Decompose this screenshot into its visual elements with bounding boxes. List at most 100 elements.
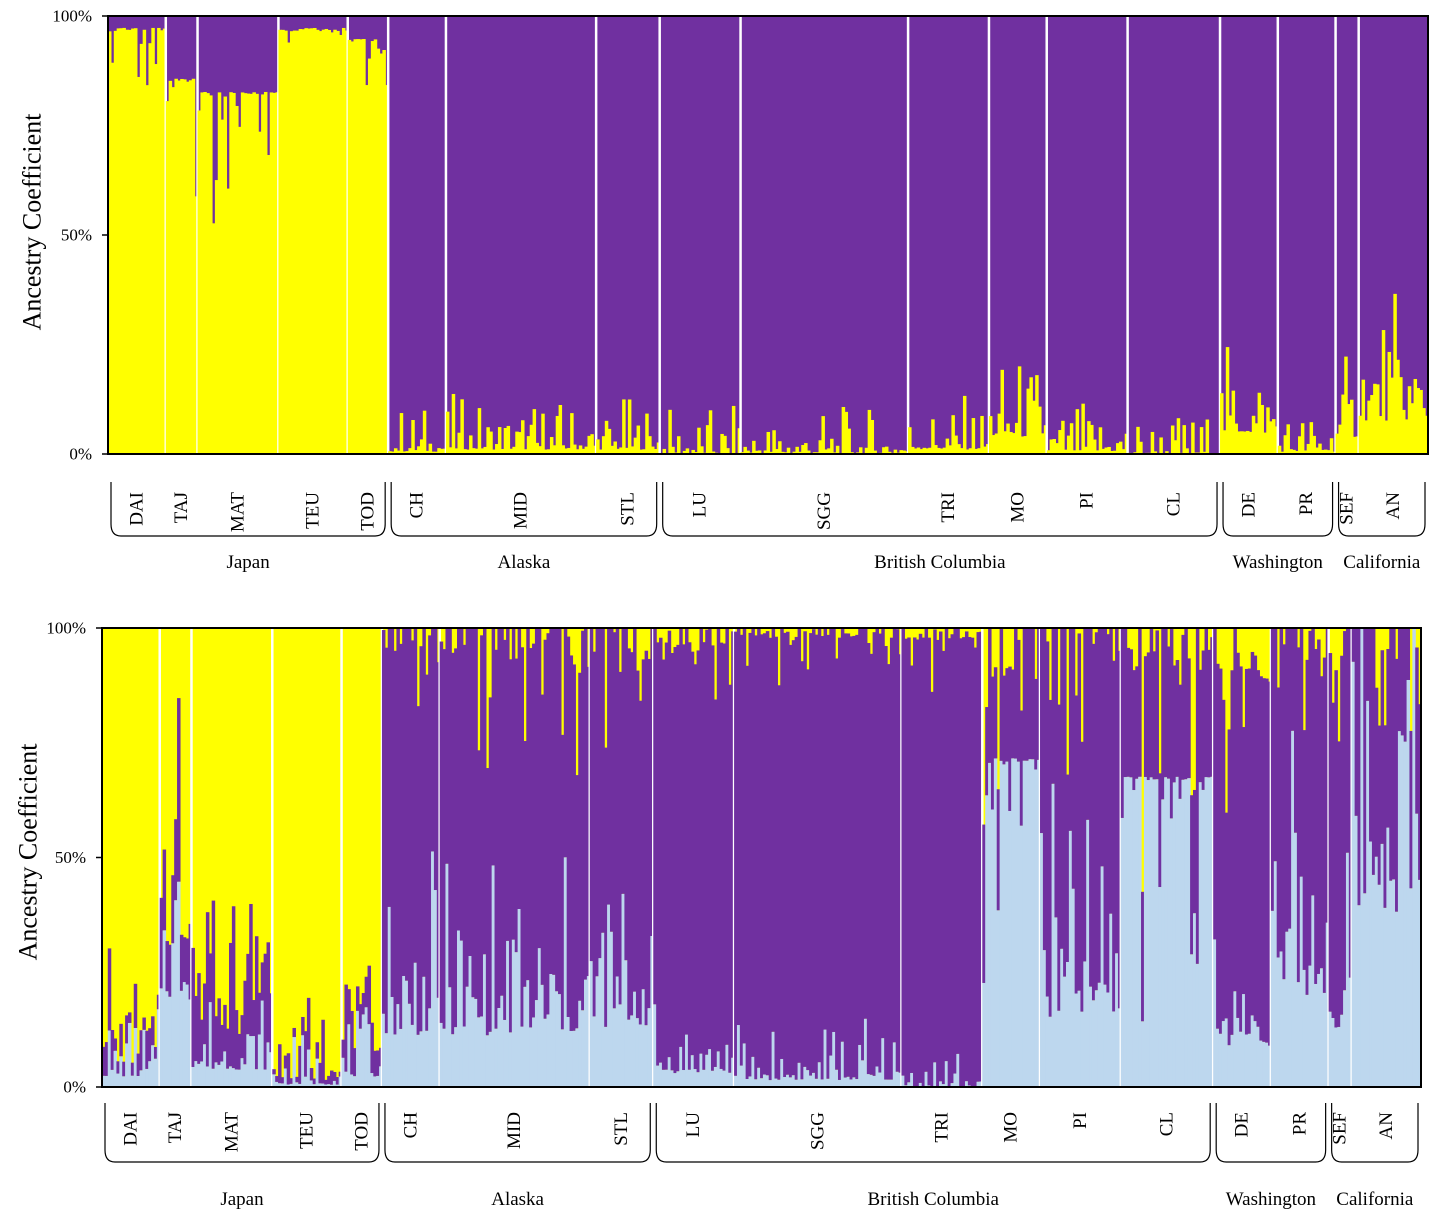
ancestry-bar bbox=[142, 1017, 146, 1030]
ancestry-bar bbox=[1383, 907, 1387, 1087]
ancestry-bar bbox=[1354, 815, 1359, 1087]
ancestry-bar bbox=[1234, 423, 1238, 454]
ancestry-bar bbox=[127, 1012, 132, 1023]
ancestry-bar bbox=[1363, 893, 1367, 1087]
ancestry-bar bbox=[809, 1075, 813, 1087]
ancestry-bar bbox=[107, 948, 112, 1031]
ancestry-bar bbox=[1159, 437, 1163, 454]
ancestry-bar bbox=[950, 634, 955, 1084]
ancestry-bar bbox=[1158, 773, 1162, 888]
ancestry-bar bbox=[1311, 628, 1315, 896]
ancestry-bar bbox=[667, 1057, 672, 1087]
ancestry-bar bbox=[1371, 874, 1376, 1087]
ancestry-bar bbox=[722, 1070, 727, 1087]
ancestry-bar bbox=[174, 819, 178, 901]
ancestry-bar bbox=[1225, 347, 1230, 454]
ancestry-bar bbox=[1175, 660, 1180, 777]
ancestry-bar bbox=[361, 1014, 366, 1087]
ancestry-bar bbox=[1115, 628, 1119, 954]
ancestry-bar bbox=[228, 1066, 233, 1087]
ancestry-bar bbox=[1161, 628, 1165, 800]
ancestry-bar bbox=[1019, 825, 1024, 1087]
ancestry-bar bbox=[523, 741, 527, 987]
ancestry-bar bbox=[511, 939, 516, 1087]
ancestry-bar bbox=[931, 419, 935, 454]
ancestry-bar bbox=[145, 85, 150, 454]
ancestry-bar bbox=[1120, 628, 1125, 818]
ancestry-bar bbox=[1253, 1021, 1258, 1087]
ancestry-bar bbox=[543, 639, 548, 1019]
ancestry-bar bbox=[1404, 419, 1409, 454]
ancestry-bar bbox=[696, 1072, 701, 1087]
ancestry-bar bbox=[1237, 431, 1241, 454]
ancestry-bar bbox=[287, 42, 291, 455]
ancestry-bar bbox=[1181, 634, 1185, 780]
ancestry-bar bbox=[1402, 409, 1406, 454]
ancestry-bar bbox=[396, 450, 401, 454]
ancestry-bar bbox=[1418, 879, 1422, 1087]
ancestry-bar bbox=[200, 92, 204, 454]
ancestry-bar bbox=[1425, 415, 1429, 454]
ancestry-bar bbox=[725, 1044, 729, 1087]
ancestry-bar bbox=[1253, 655, 1258, 1022]
ancestry-bar bbox=[780, 451, 785, 454]
ancestry-bar bbox=[1116, 443, 1120, 454]
ancestry-bar bbox=[635, 1018, 640, 1087]
ancestry-bar bbox=[1006, 423, 1010, 454]
ancestry-bar bbox=[517, 628, 522, 909]
region-bracket bbox=[1215, 1103, 1327, 1163]
ancestry-bar bbox=[312, 1084, 317, 1087]
ancestry-bar bbox=[110, 1069, 115, 1087]
ancestry-bar bbox=[226, 1068, 230, 1087]
ancestry-bar bbox=[376, 1075, 380, 1087]
region-label: British Columbia bbox=[874, 552, 1006, 573]
ancestry-bar bbox=[1190, 795, 1194, 955]
ancestry-bar bbox=[1191, 422, 1195, 454]
ancestry-bar bbox=[985, 707, 989, 796]
ancestry-bar bbox=[353, 1048, 357, 1077]
ancestry-bar bbox=[182, 982, 187, 1087]
ancestry-bar bbox=[1051, 783, 1056, 1087]
ancestry-bar bbox=[570, 413, 574, 454]
population-an bbox=[1358, 293, 1429, 454]
ancestry-bar bbox=[1014, 758, 1018, 1087]
ancestry-bar bbox=[1080, 1011, 1084, 1087]
ancestry-bar bbox=[358, 1004, 363, 1029]
ancestry-bar bbox=[866, 643, 871, 1075]
ancestry-bar bbox=[177, 881, 181, 1087]
population-label: MAT bbox=[221, 1112, 242, 1153]
ancestry-bar bbox=[1098, 427, 1103, 454]
ancestry-bar bbox=[205, 912, 210, 1067]
ancestry-bar bbox=[976, 632, 981, 1082]
ancestry-bar bbox=[884, 646, 888, 1080]
ancestry-bar bbox=[373, 39, 378, 455]
ancestry-bar bbox=[1077, 633, 1082, 991]
ancestry-bar bbox=[1285, 628, 1289, 932]
ancestry-bar bbox=[728, 1072, 732, 1087]
ancestry-bar bbox=[691, 449, 695, 454]
ancestry-bar bbox=[367, 58, 372, 454]
ancestry-bar bbox=[1031, 628, 1035, 760]
ancestry-bar bbox=[881, 1038, 885, 1087]
ancestry-bar bbox=[367, 965, 372, 1025]
ancestry-bar bbox=[858, 447, 863, 454]
population-label: SEF bbox=[1330, 1112, 1351, 1145]
ancestry-bar bbox=[1347, 404, 1351, 454]
ancestry-bar bbox=[327, 1084, 331, 1087]
panel-1: DAI TAJ MAT TEU TOD CH MID STL LU SGG TRI MO PI CL DE P… bbox=[18, 7, 1429, 573]
ancestry-bar bbox=[840, 628, 845, 1042]
ancestry-bar bbox=[1192, 913, 1197, 1087]
ancestry-bar bbox=[708, 1049, 712, 1087]
population-mid bbox=[445, 393, 597, 454]
ancestry-bar bbox=[281, 29, 285, 454]
ancestry-bar bbox=[526, 628, 530, 981]
population-label: DAI bbox=[126, 492, 147, 526]
ancestry-bar bbox=[939, 448, 944, 454]
ancestry-bar bbox=[1343, 990, 1347, 1087]
ancestry-bar bbox=[743, 446, 747, 454]
ancestry-bar bbox=[1040, 433, 1045, 454]
ancestry-bar bbox=[1352, 436, 1357, 454]
ancestry-bar bbox=[1409, 730, 1413, 889]
ancestry-bar bbox=[1403, 628, 1408, 742]
population-teu bbox=[278, 27, 349, 455]
